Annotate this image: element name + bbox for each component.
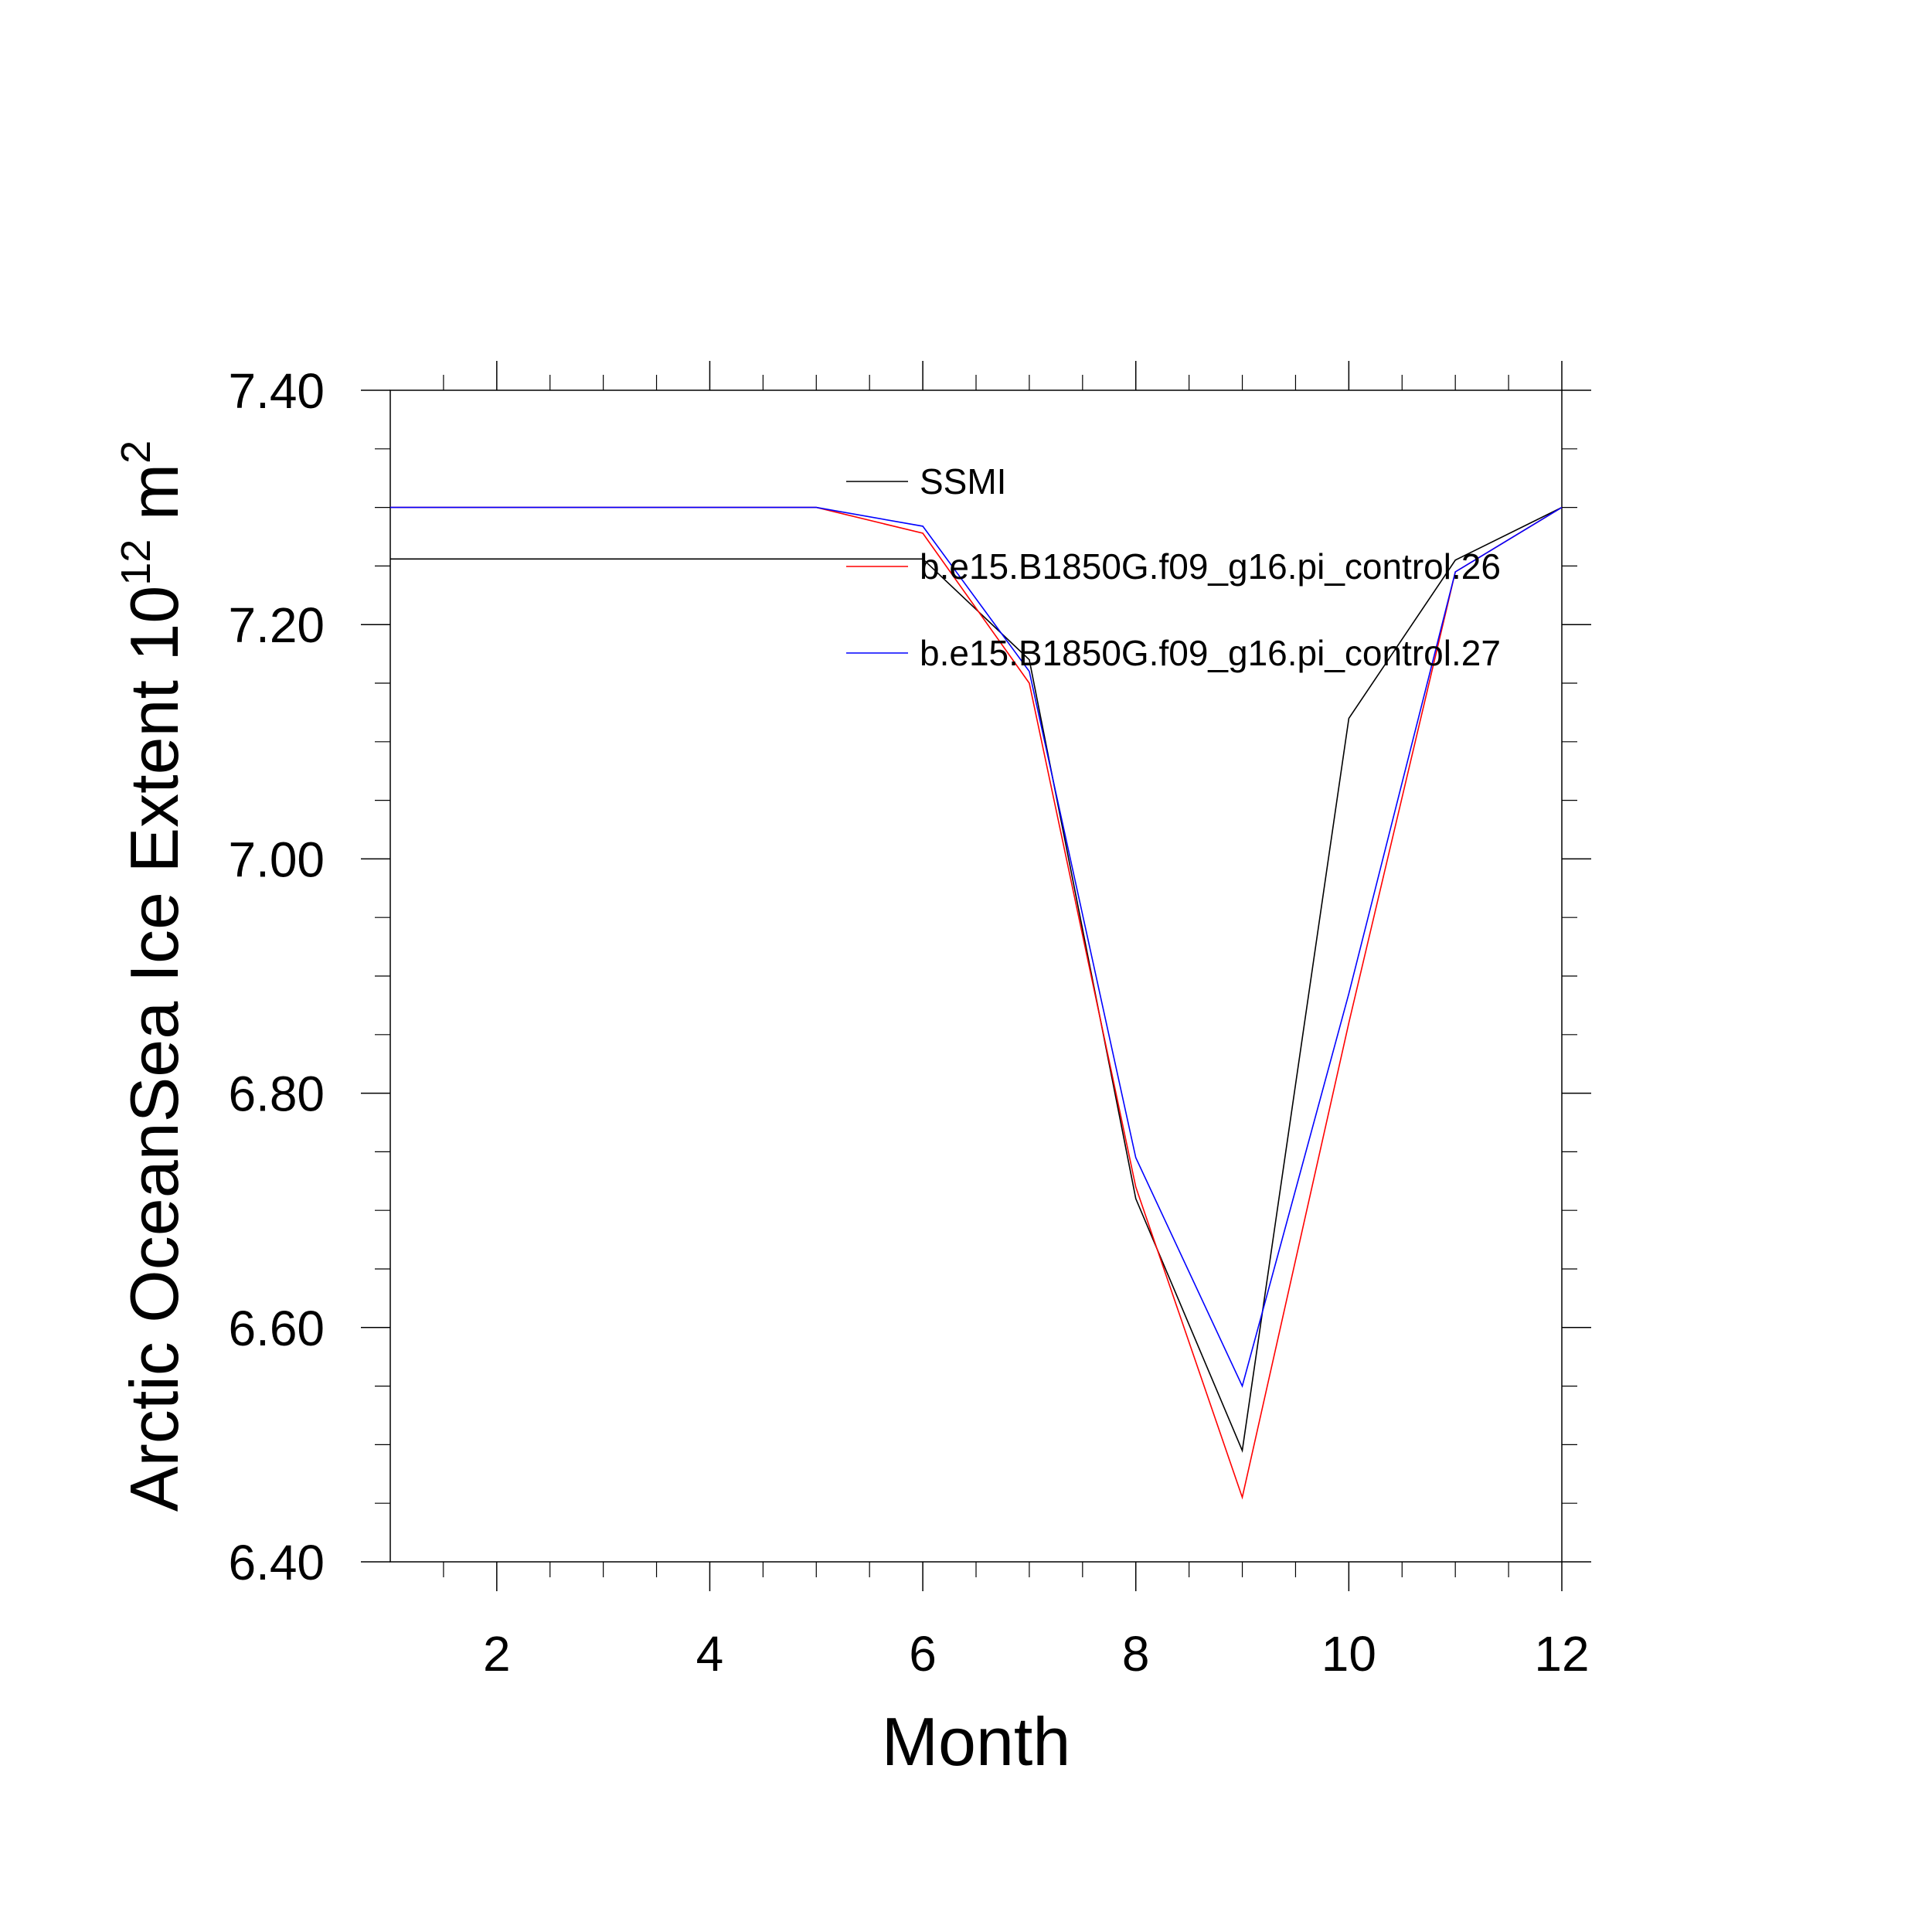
x-axis-title: Month [882,1703,1071,1780]
tick-labels: 2 4 6 8 10 12 6.40 6.60 6.80 7.00 7.20 7.40 [228,363,1589,1682]
y-tick-label: 6.60 [228,1301,325,1356]
x-tick-label: 2 [483,1626,511,1682]
legend-label: SSMI [920,461,1006,502]
x-tick-label: 6 [909,1626,937,1682]
y-axis-title-exponent: 12 [113,539,159,586]
y-axis-title: Arctic OceanSea Ice Extent 1012 m2 [113,440,192,1512]
y-tick-label: 7.40 [228,363,325,419]
x-tick-label: 10 [1321,1626,1376,1682]
series-lines [390,506,1563,1500]
y-axis-title-main: Arctic OceanSea Ice Extent 10 [116,586,192,1512]
legend: SSMI b.e15.B1850G.f09_g16.pi_control.26 b.… [846,461,1501,673]
tick-marks [361,361,1591,1591]
y-tick-label: 7.20 [228,597,325,653]
x-tick-label: 12 [1534,1626,1589,1682]
y-tick-label: 6.40 [228,1535,325,1590]
y-tick-label: 6.80 [228,1066,325,1122]
y-axis-title-unit: m [116,464,192,539]
legend-label: b.e15.B1850G.f09_g16.pi_control.27 [920,633,1501,673]
y-axis-title-unit-exponent: 2 [113,440,159,464]
series-line [390,506,1563,1453]
legend-label: b.e15.B1850G.f09_g16.pi_control.26 [920,546,1501,587]
y-tick-label: 7.00 [228,832,325,887]
x-tick-label: 4 [696,1626,724,1682]
x-tick-label: 8 [1122,1626,1150,1682]
series-line [390,506,1563,1388]
